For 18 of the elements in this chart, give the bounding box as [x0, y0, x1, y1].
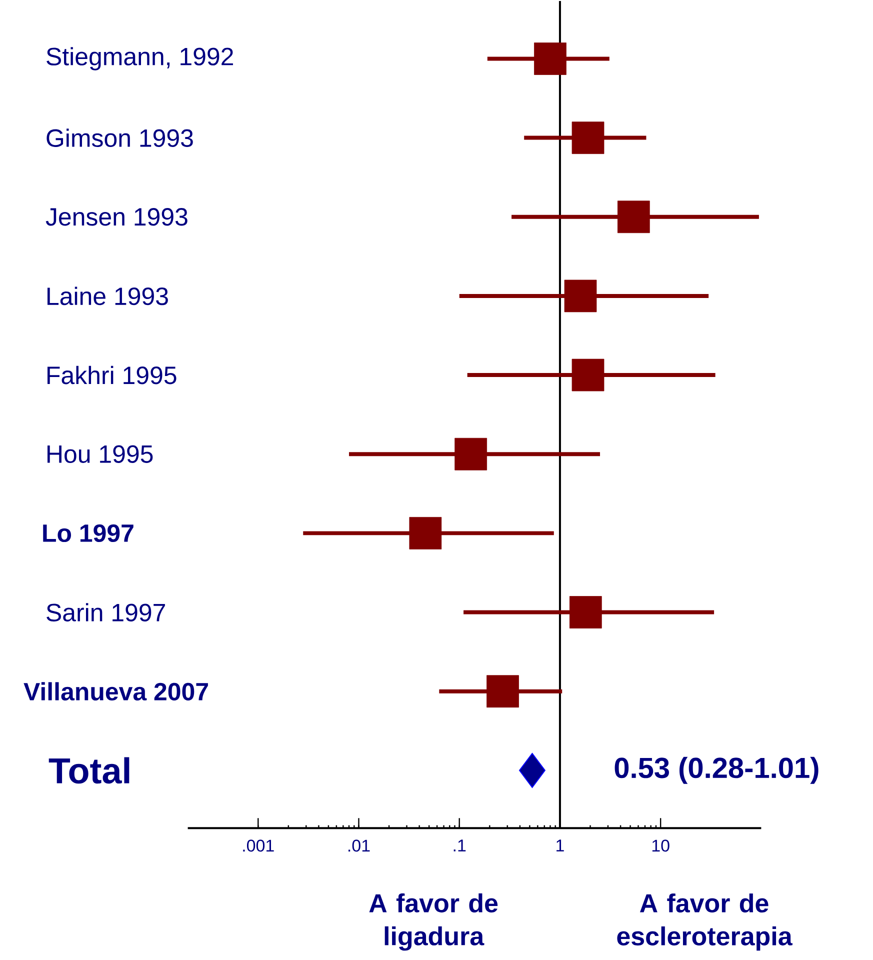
y-tick-label: Fakhri 1995: [47, 366, 176, 384]
x-tick-label: .001: [243, 840, 274, 852]
text: A favor de escleroterapia: [617, 893, 792, 951]
data-label: 0.53 (0.28-1.01): [614, 756, 818, 784]
x-tick-label: 10: [652, 840, 670, 852]
y-tick-label: Villanueva 2007: [24, 682, 208, 701]
text: A favor de ligadura: [369, 893, 498, 951]
y-tick-label: Total: [48, 757, 130, 784]
y-tick-label: Hou 1995: [47, 445, 153, 463]
x-tick-label: 1: [556, 840, 564, 852]
y-tick-label: Stiegmann, 1992: [46, 47, 233, 70]
y-tick-label: Sarin 1997: [46, 603, 165, 622]
y-tick-label: Lo 1997: [43, 524, 134, 542]
y-tick-label: Gimson 1993: [46, 128, 193, 147]
x-tick-label: .1: [454, 840, 466, 852]
y-tick-label: Laine 1993: [47, 286, 168, 306]
x-tick-label: .01: [348, 840, 370, 852]
y-tick-label: Jensen 1993: [46, 208, 188, 226]
